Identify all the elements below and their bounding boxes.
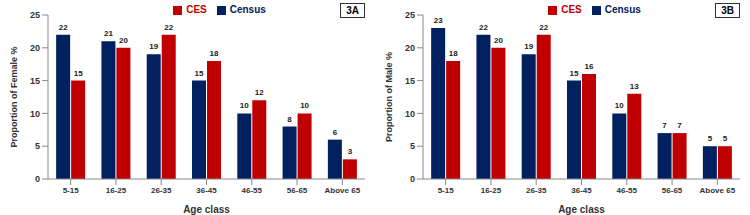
svg-text:10: 10 — [30, 109, 40, 119]
svg-text:7: 7 — [677, 121, 682, 130]
svg-text:16-25: 16-25 — [106, 186, 127, 195]
svg-text:5: 5 — [708, 134, 713, 143]
svg-text:13: 13 — [630, 82, 639, 91]
svg-text:26-35: 26-35 — [526, 186, 547, 195]
svg-text:15: 15 — [405, 76, 415, 86]
svg-text:5: 5 — [410, 141, 415, 151]
svg-text:25: 25 — [405, 10, 415, 20]
svg-text:20: 20 — [494, 36, 503, 45]
svg-text:46-55: 46-55 — [242, 186, 263, 195]
svg-text:22: 22 — [539, 23, 548, 32]
svg-text:8: 8 — [287, 115, 292, 124]
svg-text:20: 20 — [119, 36, 128, 45]
svg-text:5: 5 — [35, 141, 40, 151]
svg-text:12: 12 — [255, 88, 264, 97]
svg-text:10: 10 — [615, 101, 624, 110]
svg-text:10: 10 — [300, 101, 309, 110]
svg-text:21: 21 — [104, 29, 113, 38]
svg-text:56-65: 56-65 — [662, 186, 683, 195]
svg-text:36-45: 36-45 — [571, 186, 592, 195]
svg-text:5-15: 5-15 — [63, 186, 80, 195]
svg-text:5-15: 5-15 — [438, 186, 455, 195]
svg-text:0: 0 — [410, 174, 415, 184]
svg-text:22: 22 — [479, 23, 488, 32]
svg-text:19: 19 — [524, 42, 533, 51]
svg-text:25: 25 — [30, 10, 40, 20]
svg-text:20: 20 — [405, 43, 415, 53]
html-text:Census: Census — [604, 4, 641, 15]
svg-text:18: 18 — [210, 49, 219, 58]
svg-text:23: 23 — [434, 16, 443, 25]
svg-text:Age class: Age class — [183, 204, 230, 215]
svg-text:56-65: 56-65 — [287, 186, 308, 195]
svg-text:5: 5 — [723, 134, 728, 143]
svg-text:26-35: 26-35 — [151, 186, 172, 195]
svg-text:15: 15 — [195, 69, 204, 78]
svg-text:22: 22 — [59, 23, 68, 32]
svg-text:7: 7 — [662, 121, 667, 130]
svg-text:Above 65: Above 65 — [700, 186, 736, 195]
svg-text:46-55: 46-55 — [617, 186, 638, 195]
svg-text:Age class: Age class — [558, 204, 605, 215]
svg-text:10: 10 — [405, 109, 415, 119]
html-text:3A: 3A — [346, 5, 359, 16]
svg-text:Proportion of Male %: Proportion of Male % — [384, 52, 394, 142]
html-text:Census: Census — [229, 4, 266, 15]
svg-text:10: 10 — [240, 101, 249, 110]
svg-text:22: 22 — [164, 23, 173, 32]
html-text:CES: CES — [186, 4, 207, 15]
svg-text:20: 20 — [30, 43, 40, 53]
svg-text:0: 0 — [35, 174, 40, 184]
svg-text:19: 19 — [149, 42, 158, 51]
html-text:CES: CES — [561, 4, 582, 15]
svg-text:18: 18 — [449, 49, 458, 58]
html-text:3B: 3B — [721, 5, 734, 16]
svg-text:15: 15 — [74, 69, 83, 78]
svg-text:Above 65: Above 65 — [325, 186, 361, 195]
svg-text:3: 3 — [348, 147, 353, 156]
svg-text:15: 15 — [570, 69, 579, 78]
svg-text:15: 15 — [30, 76, 40, 86]
svg-text:16-25: 16-25 — [481, 186, 502, 195]
svg-text:6: 6 — [333, 128, 338, 137]
svg-text:Proportion of Female %: Proportion of Female % — [9, 46, 19, 147]
svg-text:36-45: 36-45 — [196, 186, 217, 195]
svg-text:16: 16 — [585, 62, 594, 71]
